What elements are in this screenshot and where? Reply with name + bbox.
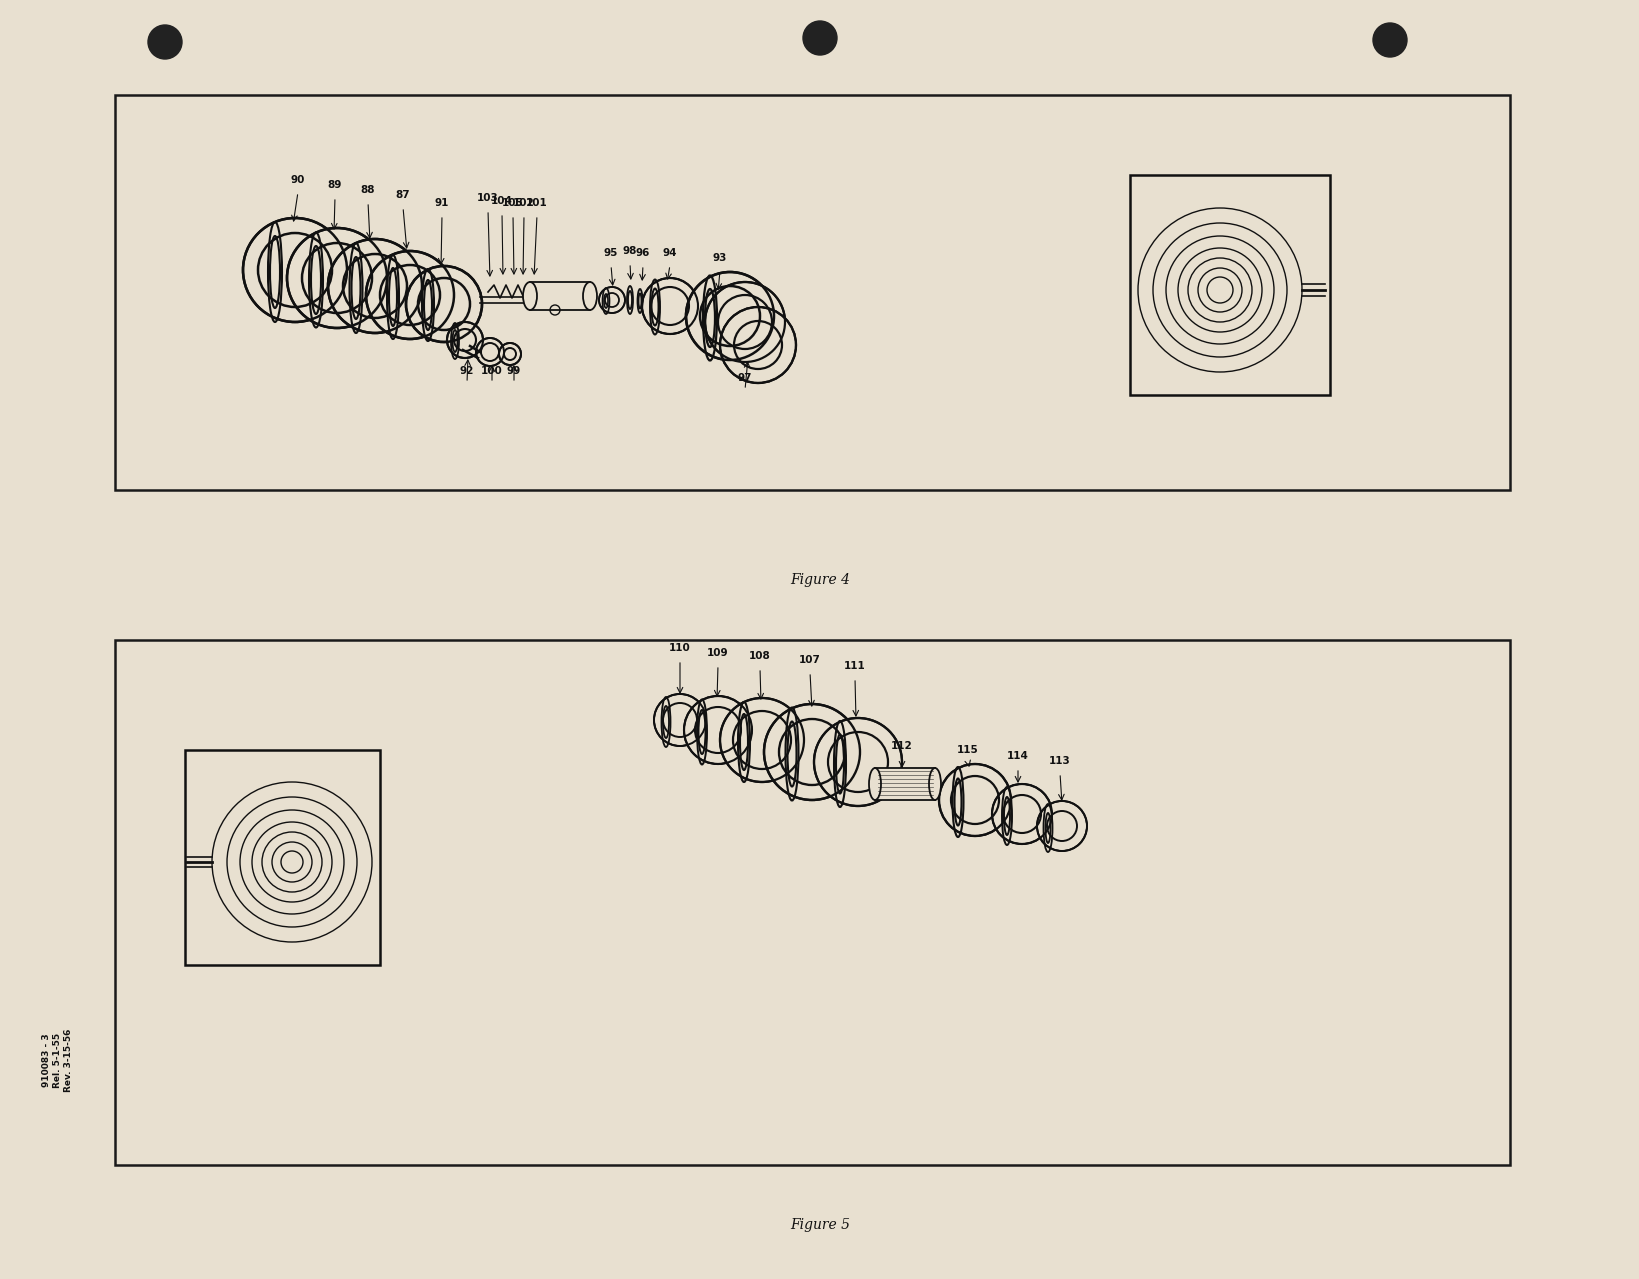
Text: 111: 111 <box>844 661 865 671</box>
Ellipse shape <box>928 767 941 799</box>
Text: 107: 107 <box>798 655 821 665</box>
Circle shape <box>683 696 752 764</box>
Bar <box>115 640 1510 1165</box>
Text: 93: 93 <box>713 253 726 263</box>
Text: 96: 96 <box>636 248 649 258</box>
Text: Rel. 5-1-55: Rel. 5-1-55 <box>54 1032 62 1087</box>
Text: 91: 91 <box>434 198 449 208</box>
Text: 104: 104 <box>490 196 513 206</box>
Text: 109: 109 <box>706 648 728 657</box>
Text: 88: 88 <box>361 185 375 194</box>
Circle shape <box>287 228 387 327</box>
Circle shape <box>1036 801 1087 851</box>
Text: 90: 90 <box>290 175 305 185</box>
Circle shape <box>939 764 1010 836</box>
Circle shape <box>328 239 421 333</box>
Text: 89: 89 <box>328 180 343 191</box>
Bar <box>875 767 934 799</box>
Ellipse shape <box>869 767 880 799</box>
Circle shape <box>475 338 503 366</box>
Text: 100: 100 <box>480 366 503 376</box>
Text: 94: 94 <box>662 248 677 258</box>
Text: 95: 95 <box>603 248 618 258</box>
Text: 105: 105 <box>502 198 523 208</box>
Circle shape <box>720 698 803 781</box>
Circle shape <box>685 272 774 359</box>
Text: 108: 108 <box>749 651 770 661</box>
Text: 103: 103 <box>477 193 498 203</box>
Circle shape <box>813 718 901 806</box>
Circle shape <box>498 343 521 365</box>
Bar <box>1129 175 1329 395</box>
Ellipse shape <box>523 281 536 310</box>
Circle shape <box>1372 23 1406 58</box>
Circle shape <box>365 251 454 339</box>
Text: 101: 101 <box>526 198 547 208</box>
Text: 92: 92 <box>459 366 474 376</box>
Text: Figure 4: Figure 4 <box>790 573 849 587</box>
Circle shape <box>148 26 182 59</box>
Circle shape <box>598 286 624 313</box>
Bar <box>115 95 1510 490</box>
Circle shape <box>406 266 482 341</box>
Text: 87: 87 <box>395 191 410 200</box>
Text: 102: 102 <box>513 198 534 208</box>
Circle shape <box>720 307 795 382</box>
Text: Figure 5: Figure 5 <box>790 1218 849 1232</box>
Text: 115: 115 <box>957 744 978 755</box>
Text: 114: 114 <box>1006 751 1028 761</box>
Bar <box>529 281 590 310</box>
Circle shape <box>803 20 836 55</box>
Text: 99: 99 <box>506 366 521 376</box>
Bar <box>185 749 380 964</box>
Circle shape <box>992 784 1051 844</box>
Circle shape <box>705 281 785 362</box>
Circle shape <box>243 217 347 322</box>
Text: 110: 110 <box>669 643 690 654</box>
Circle shape <box>654 694 705 746</box>
Text: 910083 - 3: 910083 - 3 <box>43 1033 51 1087</box>
Circle shape <box>641 278 698 334</box>
Ellipse shape <box>582 281 597 310</box>
Text: 97: 97 <box>738 373 752 382</box>
Text: 113: 113 <box>1049 756 1070 766</box>
Circle shape <box>764 703 859 799</box>
Text: 112: 112 <box>890 741 913 751</box>
Text: 98: 98 <box>623 246 638 256</box>
Circle shape <box>447 322 484 358</box>
Text: Rev. 3-15-56: Rev. 3-15-56 <box>64 1028 74 1092</box>
